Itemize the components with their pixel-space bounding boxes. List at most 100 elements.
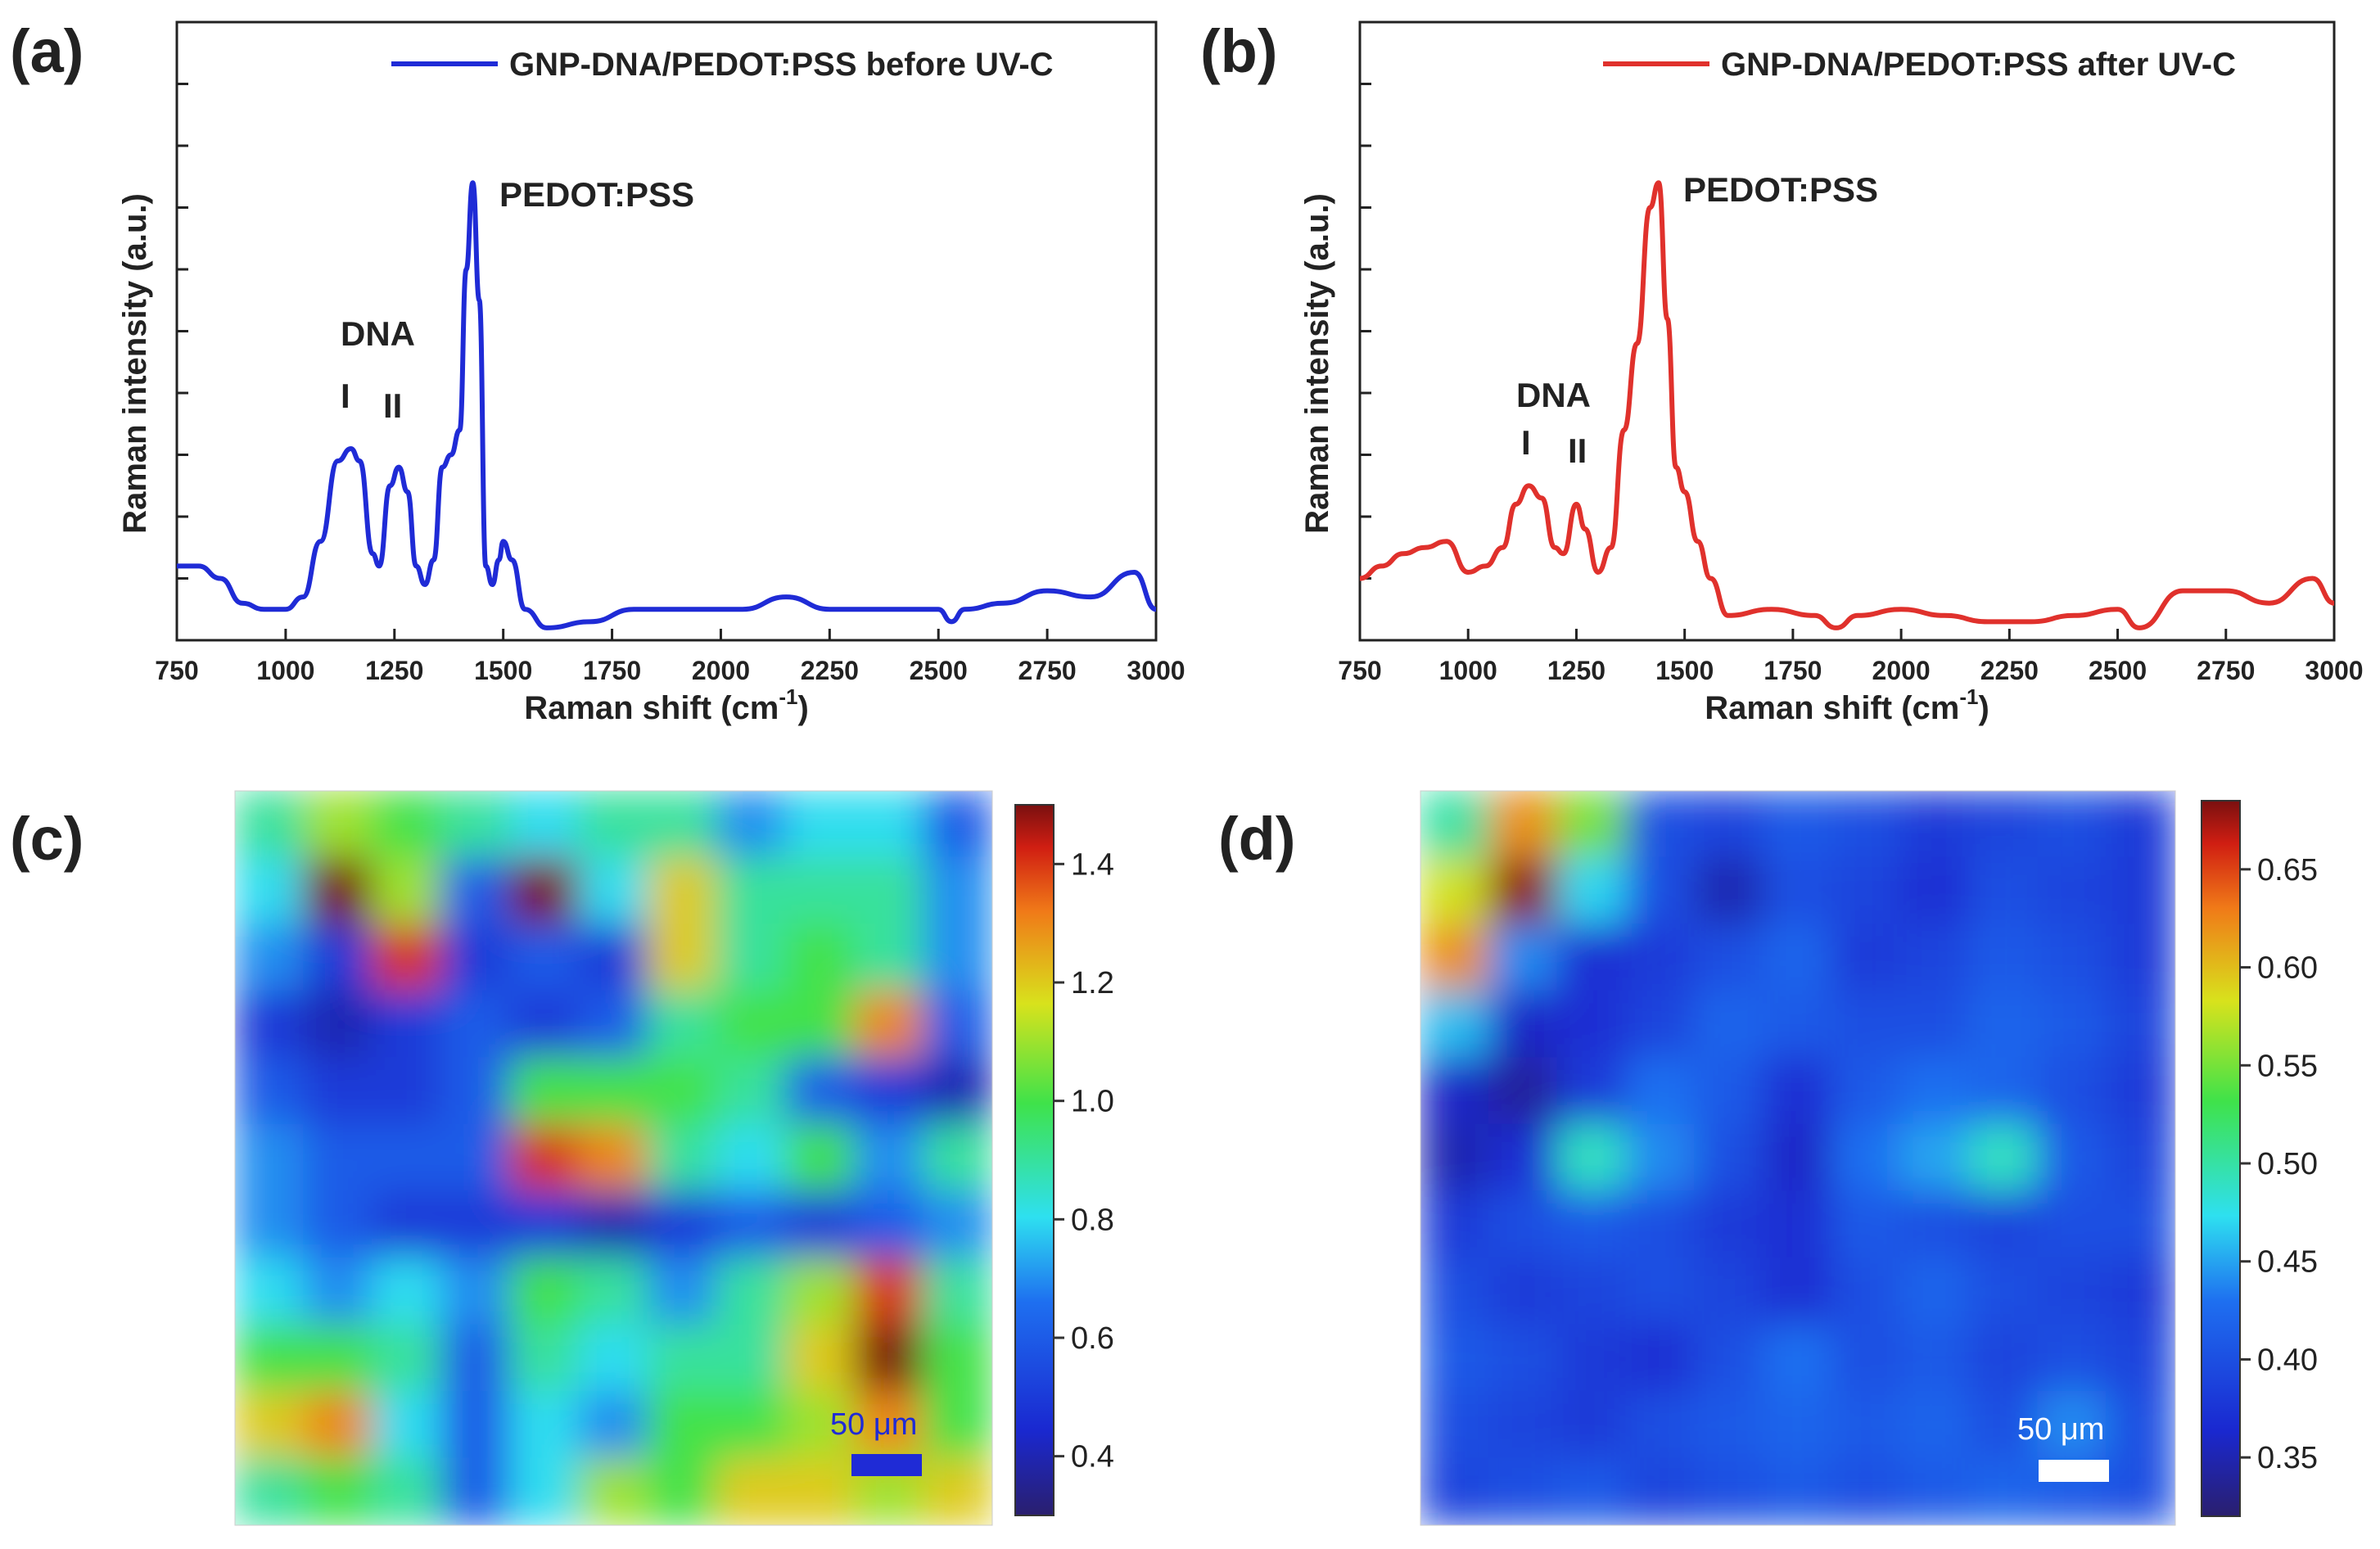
heatmap-cell (1488, 1390, 1559, 1460)
heatmap-cell (853, 856, 924, 926)
heatmap-cell (784, 1057, 856, 1126)
colorbar-ticks-c: 0.4 0.6 0.8 1.0 1.2 1.4 (1054, 847, 1114, 1474)
colorbar-tick-label: 1.0 (1071, 1085, 1114, 1119)
legend-a: GNP-DNA/PEDOT:PSS before UV-C (391, 47, 1054, 83)
heatmap-cell (440, 791, 512, 859)
heatmap-cell (1831, 791, 1902, 859)
heatmap-cell (1899, 1190, 1971, 1259)
heatmap-cell (2037, 1057, 2108, 1126)
heatmap-cell (1694, 1190, 1765, 1259)
heatmap-cell (578, 1057, 649, 1126)
heatmap-frame-d (1420, 790, 2176, 1526)
heatmap-cell (1556, 990, 1628, 1059)
colorbar-tick-label: 1.2 (1071, 966, 1114, 1000)
heatmap-cell (2037, 856, 2108, 926)
heatmap-cell (784, 1390, 856, 1460)
heatmap-cell (2037, 1390, 2108, 1460)
heatmap-cell (1899, 1123, 1971, 1193)
x-tick-label: 1750 (583, 656, 641, 685)
heatmap-cell (1556, 1324, 1628, 1393)
heatmap-frame-c (234, 790, 993, 1526)
spectrum-line-b (1359, 180, 2335, 630)
heatmap-cell (440, 1324, 512, 1393)
heatmap-cell (1968, 1457, 2039, 1525)
y-axis-label-b: Raman intensity (a.u.) (1299, 193, 1335, 534)
heatmap-cell (1899, 990, 1971, 1059)
heatmap-cell (578, 1457, 649, 1525)
heatmap-cell (1763, 1390, 1833, 1460)
heatmap-cell (853, 1123, 924, 1193)
heatmap-cell (1420, 1190, 1490, 1259)
heatmap-cell (1763, 1123, 1833, 1193)
heatmap-cell (1968, 1123, 2039, 1193)
heatmap-cell (853, 1324, 924, 1393)
heatmap-cell (853, 1390, 924, 1460)
heatmap-cell (303, 1257, 374, 1326)
heatmap-cell (372, 924, 443, 992)
heatmap-cell (2037, 990, 2108, 1059)
heatmap-cell (784, 1190, 856, 1259)
heatmap-cell (1488, 1123, 1559, 1193)
heatmap-cell (509, 856, 580, 926)
heatmap-cell (716, 1057, 787, 1126)
scale-bar-text-c: 50 μm (830, 1407, 917, 1442)
heatmap-cell (647, 856, 718, 926)
colorbar-tick-label: 0.6 (1071, 1321, 1114, 1356)
heatmap-cell (1968, 1257, 2039, 1326)
peak-label-b: PEDOT:PSS (1683, 170, 1878, 209)
colorbar-tick-label: 0.40 (2257, 1343, 2318, 1377)
legend-text-b: GNP-DNA/PEDOT:PSS after UV-C (1721, 47, 2236, 83)
heatmap-cell (1899, 791, 1971, 859)
heatmap-cell (922, 856, 992, 926)
heatmap-cell (578, 856, 649, 926)
peak-label-a: PEDOT:PSS (499, 175, 694, 214)
series-line-b (1359, 180, 2335, 630)
heatmap-cell (1763, 1257, 1833, 1326)
heatmap-cell (509, 990, 580, 1059)
heatmap-cell (784, 990, 856, 1059)
x-tick-label: 1250 (365, 656, 423, 685)
heatmap-cell (1420, 1257, 1490, 1326)
heatmap-cell (1899, 924, 1971, 992)
heatmap-cell (1831, 1057, 1902, 1126)
heatmap-cell (1625, 1457, 1696, 1525)
x-tick-label: 2500 (2089, 656, 2147, 685)
heatmap-cell (440, 990, 512, 1059)
heatmap-cell (784, 1123, 856, 1193)
heatmap-cell (1831, 1457, 1902, 1525)
heatmap-cell (922, 990, 992, 1059)
colorbar-tick-label: 0.35 (2257, 1441, 2318, 1475)
band-label-a-2: II (383, 386, 402, 425)
heatmap-cell (303, 1457, 374, 1525)
colorbar-tick-label: 1.4 (1071, 847, 1114, 882)
heatmap-cell (2106, 856, 2175, 926)
heatmap-cell (853, 924, 924, 992)
x-tick-label: 2750 (1018, 656, 1077, 685)
x-axis-label-b: Raman shift (cm-1) (1705, 684, 1989, 726)
heatmap-cell (1625, 791, 1696, 859)
heatmap-cell (1625, 1390, 1696, 1460)
heatmap-cell (1831, 1324, 1902, 1393)
heatmap-cell (578, 924, 649, 992)
heatmap-cell (1556, 1057, 1628, 1126)
heatmap-cell (1420, 1057, 1490, 1126)
plot-frame-a (175, 20, 1158, 642)
x-tick-label: 3000 (2305, 656, 2363, 685)
heatmap-cell (303, 1057, 374, 1126)
heatmap-cell (922, 1390, 992, 1460)
heatmap-cell (716, 856, 787, 926)
heatmap-cell (716, 1324, 787, 1393)
heatmap-cell (235, 856, 305, 926)
heatmap-cell (1831, 1123, 1902, 1193)
heatmap-cell (372, 990, 443, 1059)
heatmap-cell (509, 1257, 580, 1326)
heatmap-cell (2106, 791, 2175, 859)
heatmap-cell (440, 1390, 512, 1460)
heatmap-cell (1899, 1257, 1971, 1326)
colorbar-c (1014, 804, 1055, 1516)
heatmap-cell (1968, 856, 2039, 926)
heatmap-cell (647, 1123, 718, 1193)
heatmap-cell (1556, 924, 1628, 992)
heatmap-cell (303, 924, 374, 992)
colorbar-tick-label: 0.65 (2257, 853, 2318, 887)
